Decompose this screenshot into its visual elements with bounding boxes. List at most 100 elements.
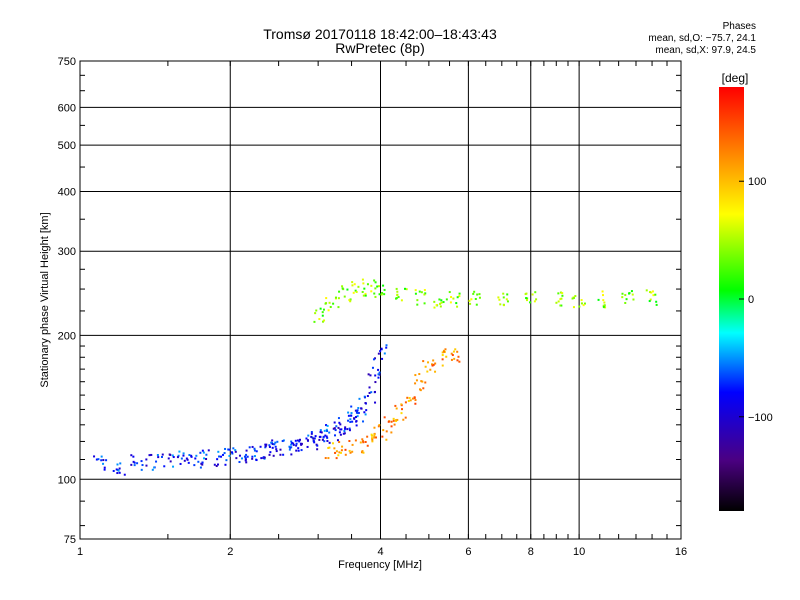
- data-point: [414, 374, 417, 377]
- data-point: [370, 284, 373, 287]
- data-point: [338, 451, 341, 454]
- data-point: [201, 461, 204, 464]
- data-point: [559, 304, 562, 307]
- data-point: [268, 445, 271, 448]
- data-point: [574, 295, 577, 298]
- data-point: [251, 455, 254, 458]
- y-tick-label: 75: [64, 534, 76, 546]
- data-point: [366, 444, 369, 447]
- data-point: [179, 462, 182, 465]
- data-point: [182, 454, 185, 457]
- data-point: [299, 438, 302, 441]
- data-point: [400, 403, 403, 406]
- data-point: [381, 357, 384, 360]
- data-point: [418, 290, 421, 293]
- data-point: [392, 419, 395, 422]
- data-point: [248, 446, 251, 449]
- data-point: [378, 371, 381, 374]
- data-point: [621, 292, 624, 295]
- data-point: [186, 458, 189, 461]
- data-point: [524, 293, 527, 296]
- data-point: [145, 458, 148, 461]
- data-point: [344, 426, 347, 429]
- data-point: [583, 302, 586, 305]
- data-point: [650, 291, 653, 294]
- data-point: [337, 297, 340, 300]
- data-point: [264, 445, 267, 448]
- data-point: [227, 448, 230, 451]
- data-point: [344, 427, 347, 430]
- data-point: [289, 446, 292, 449]
- data-point: [580, 302, 583, 305]
- data-point: [218, 455, 221, 458]
- x-tick-label: 8: [528, 546, 534, 558]
- data-point: [354, 409, 357, 412]
- data-point: [374, 401, 377, 404]
- data-point: [337, 454, 340, 457]
- data-point: [403, 287, 406, 290]
- data-point: [378, 424, 381, 427]
- data-point: [414, 382, 417, 385]
- data-point: [183, 459, 186, 462]
- data-point: [396, 293, 399, 296]
- data-point: [439, 305, 442, 308]
- data-point: [325, 428, 328, 431]
- data-point: [373, 434, 376, 437]
- data-point: [199, 466, 202, 469]
- data-point: [305, 437, 308, 440]
- data-point: [357, 407, 360, 410]
- data-point: [362, 282, 365, 285]
- data-point: [555, 301, 558, 304]
- data-point: [351, 420, 354, 423]
- data-point: [339, 428, 342, 431]
- data-point: [343, 432, 346, 435]
- data-point: [385, 438, 388, 441]
- data-point: [298, 440, 301, 443]
- data-point: [561, 294, 564, 297]
- data-point: [161, 453, 164, 456]
- data-point: [469, 302, 472, 305]
- data-point: [140, 460, 143, 463]
- data-point: [243, 455, 246, 458]
- data-point: [529, 301, 532, 304]
- data-point: [343, 430, 346, 433]
- data-point: [439, 302, 442, 305]
- data-point: [253, 447, 256, 450]
- data-point: [368, 391, 371, 394]
- data-point: [263, 456, 266, 459]
- data-point: [434, 362, 437, 365]
- data-point: [279, 448, 282, 451]
- data-point: [255, 459, 258, 462]
- data-point: [408, 396, 411, 399]
- data-point: [372, 358, 375, 361]
- data-point: [431, 364, 434, 367]
- y-axis-label: Stationary phase Virtual Height [km]: [39, 212, 51, 387]
- data-point: [357, 412, 360, 415]
- y-tick-label: 300: [58, 246, 76, 258]
- x-tick-label: 16: [675, 546, 687, 558]
- stats-heading: Phases: [722, 21, 756, 32]
- data-point: [645, 289, 648, 292]
- data-point: [253, 449, 256, 452]
- data-point: [432, 363, 435, 366]
- data-point: [351, 450, 354, 453]
- x-axis-label: Frequency [MHz]: [338, 559, 422, 571]
- data-point: [402, 418, 405, 421]
- data-point: [328, 301, 331, 304]
- data-point: [456, 350, 459, 353]
- data-point: [364, 292, 367, 295]
- data-point: [387, 420, 390, 423]
- data-point: [188, 454, 191, 457]
- data-point: [377, 368, 380, 371]
- data-point: [199, 451, 202, 454]
- data-point: [251, 457, 254, 460]
- data-point: [355, 424, 358, 427]
- data-point: [366, 394, 369, 397]
- data-point: [458, 295, 461, 298]
- data-point: [534, 291, 537, 294]
- y-tick-label: 100: [58, 474, 76, 486]
- data-point: [473, 290, 476, 293]
- data-point: [153, 466, 156, 469]
- data-point: [572, 296, 575, 299]
- data-point: [265, 443, 268, 446]
